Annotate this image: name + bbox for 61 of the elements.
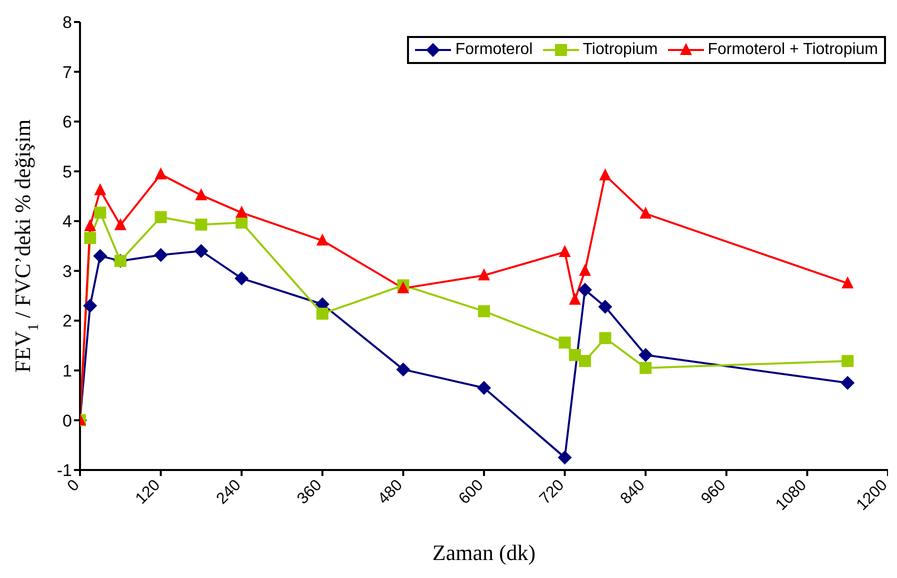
point [154,211,167,224]
point [579,264,591,276]
x-tick-label: 360 [294,476,326,508]
y-tick-label: -1 [56,461,72,480]
x-tick-label: 600 [456,476,487,508]
x-tick-label: 720 [536,476,568,508]
point [194,244,208,258]
point [598,300,612,314]
point [234,271,249,286]
point [316,234,328,246]
point [568,292,581,305]
point [842,354,854,367]
point [154,167,167,180]
point [640,362,652,374]
point [195,218,208,231]
x-tick-label: 840 [618,476,648,508]
point [236,216,248,229]
point [84,232,96,244]
legend-label: Formoterol [455,41,533,59]
point [558,244,571,257]
point [599,168,612,180]
point [83,298,98,313]
point [477,380,491,395]
point [568,349,581,362]
point [558,450,572,465]
x-axis-title: Zaman (dk) [432,540,536,565]
point [599,332,612,344]
point [154,248,168,262]
point [236,206,248,218]
point [579,354,591,367]
point [842,276,854,288]
point [94,183,106,196]
point [558,336,571,349]
y-tick-label: 5 [62,162,72,182]
point [114,218,126,230]
legend-label: Formoterol + Tiotropium [708,41,878,59]
x-tick-label: 480 [375,476,406,508]
point [93,248,108,263]
x-tick-label: 960 [698,476,730,508]
x-tick-label: 240 [214,476,244,508]
point [578,282,592,297]
point [478,305,490,318]
y-tick-label: 1 [62,361,72,380]
y-tick-label: 3 [62,262,72,281]
y-tick-label: 8 [62,13,72,32]
point [478,268,490,280]
point [638,348,653,362]
y-tick-label: 2 [62,312,72,331]
x-tick-label: 120 [132,476,164,508]
y-tick-label: 4 [62,212,72,232]
point [94,206,106,219]
point [316,308,328,320]
y-tick-label: 6 [62,112,72,132]
point [396,362,410,376]
y-tick-label: 7 [62,62,72,82]
point [840,376,855,390]
legend-label: Tiotropium [582,41,658,59]
point [84,219,96,232]
y-tick-label: 0 [62,411,72,430]
point [640,206,652,219]
point [195,188,208,200]
